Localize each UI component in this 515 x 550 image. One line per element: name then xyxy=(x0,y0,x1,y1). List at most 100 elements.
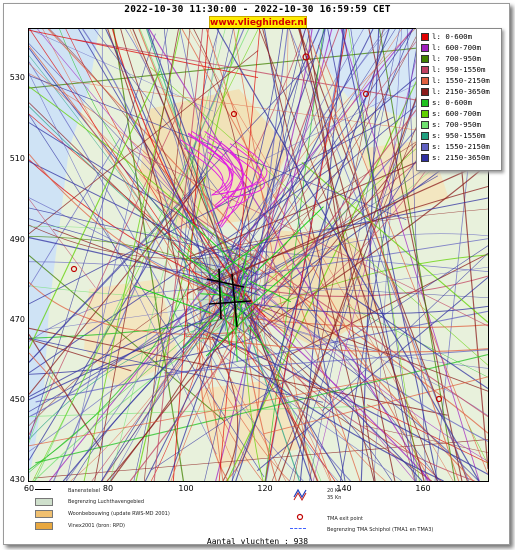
flight-track xyxy=(29,261,221,275)
flight-track xyxy=(306,29,460,481)
flight-track xyxy=(163,29,216,296)
flight-track xyxy=(199,29,389,323)
flight-track xyxy=(29,50,259,235)
flight-track xyxy=(248,324,270,354)
legend-item: l: 2150-3650m xyxy=(421,86,501,97)
flight-track xyxy=(278,29,442,481)
runway-label: Banenstelsel xyxy=(68,488,101,494)
flight-track xyxy=(48,29,414,481)
flight-track xyxy=(221,140,268,195)
flight-track xyxy=(242,311,264,481)
flight-track xyxy=(128,147,488,327)
flight-track xyxy=(262,29,375,481)
flight-track xyxy=(29,70,161,349)
flight-track xyxy=(94,29,440,481)
legend-item: l: 0-600m xyxy=(421,31,501,42)
legend-item: s: 950-1550m xyxy=(421,130,501,141)
flight-track xyxy=(29,218,229,269)
flight-track xyxy=(102,29,402,481)
flight-track xyxy=(312,29,424,481)
y-tick-label: 530 xyxy=(9,73,25,82)
flight-track xyxy=(153,29,204,481)
flight-track xyxy=(29,55,200,283)
flight-track xyxy=(263,314,338,481)
flight-track xyxy=(205,29,361,481)
flight-track xyxy=(170,321,242,481)
flight-track xyxy=(29,29,336,481)
flight-track xyxy=(151,245,488,471)
legend-label: s: 1550-2150m xyxy=(432,142,490,151)
flight-track xyxy=(259,308,479,481)
y-tick-label: 470 xyxy=(9,315,25,324)
legend-item: s: 0-600m xyxy=(421,97,501,108)
flight-track xyxy=(177,250,240,295)
flight-track xyxy=(373,29,402,481)
flight-track xyxy=(206,312,488,329)
legend-label: l: 0-600m xyxy=(432,32,473,41)
legend-swatch xyxy=(421,132,429,140)
flight-track xyxy=(249,280,292,303)
legend-label: s: 950-1550m xyxy=(432,131,486,140)
flight-track xyxy=(289,29,470,481)
tma-boundary-swatch xyxy=(290,528,306,529)
flight-track xyxy=(52,228,488,392)
flight-track xyxy=(198,160,488,292)
flight-track xyxy=(250,29,313,294)
flight-track xyxy=(29,236,227,277)
legend-item: l: 1550-2150m xyxy=(421,75,501,86)
runways xyxy=(206,268,252,328)
legend-label: s: 600-700m xyxy=(432,109,481,118)
flight-track xyxy=(211,331,432,481)
flight-track xyxy=(186,185,488,294)
x-tick-label: 160 xyxy=(415,484,431,493)
flight-track xyxy=(29,335,262,375)
flight-track xyxy=(242,283,488,298)
flight-track xyxy=(66,29,169,481)
flight-track xyxy=(29,207,254,259)
flight-track xyxy=(204,131,244,228)
flight-track xyxy=(29,352,65,393)
legend-item: s: 2150-3650m xyxy=(421,152,501,163)
flight-track xyxy=(226,29,442,481)
flight-track xyxy=(29,405,370,417)
flight-track xyxy=(378,29,456,481)
tma-boundary-label: Begrenzing TMA Schiphol (TMA1 en TMA3) xyxy=(327,527,434,533)
flight-track xyxy=(29,138,121,288)
flight-track xyxy=(341,29,439,481)
flight-track xyxy=(35,310,488,403)
flight-track xyxy=(263,376,488,435)
legend-label: s: 700-950m xyxy=(432,120,481,129)
flight-track xyxy=(29,59,314,363)
tma-exit-label: TMA exit point xyxy=(327,516,364,522)
legend-swatch xyxy=(421,99,429,107)
flight-track xyxy=(224,281,431,481)
flight-track xyxy=(113,29,184,481)
flight-track xyxy=(156,189,488,418)
flight-track xyxy=(29,176,206,395)
flight-track xyxy=(233,253,310,321)
flight-track xyxy=(259,233,488,274)
altitude-legend: l: 0-600m l: 600-700m l: 700-950m l: 950… xyxy=(416,28,502,171)
legend-swatch xyxy=(421,88,429,96)
y-tick-label: 430 xyxy=(9,475,25,484)
flight-track xyxy=(211,310,332,481)
wind-label-20: 20 Kn xyxy=(327,488,342,494)
flight-track xyxy=(29,153,226,299)
flight-track xyxy=(29,63,265,319)
flight-track xyxy=(138,29,319,481)
flight-track xyxy=(216,29,480,481)
flight-track xyxy=(32,29,259,481)
flight-track xyxy=(148,29,429,481)
legend-swatch xyxy=(421,110,429,118)
flight-track xyxy=(205,310,254,357)
flight-track xyxy=(213,235,271,278)
flight-track xyxy=(200,293,230,296)
flight-track xyxy=(215,152,254,209)
flight-track xyxy=(293,29,384,481)
flight-track xyxy=(29,198,96,288)
flight-track xyxy=(317,44,488,475)
legend-item: l: 700-950m xyxy=(421,53,501,64)
flight-track xyxy=(132,29,318,481)
flight-track xyxy=(211,336,444,481)
vinex-label: Vinex2001 (bron: RPD) xyxy=(68,523,125,529)
